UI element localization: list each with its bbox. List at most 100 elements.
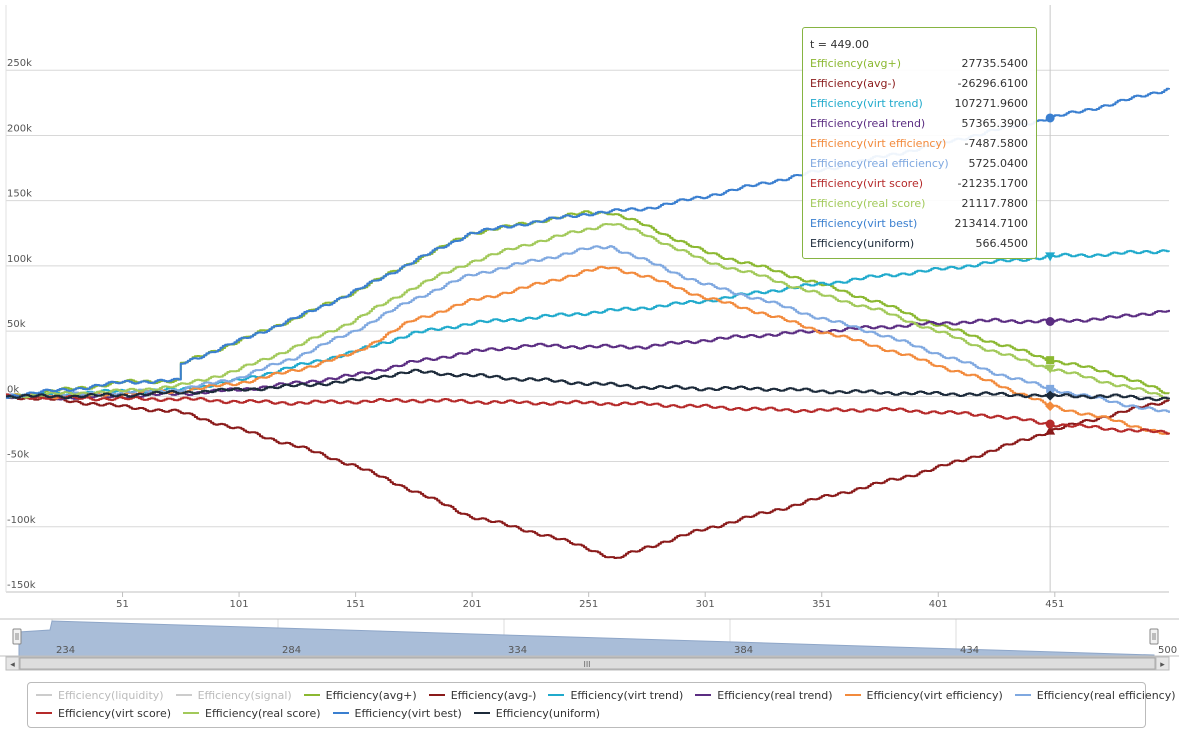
scroll-right-button[interactable]: ▸ — [1155, 656, 1170, 671]
hover-markers — [1045, 113, 1056, 435]
scroll-left-arrow-icon: ◂ — [10, 660, 15, 670]
scroll-thumb-grip-icon: III — [583, 660, 590, 669]
x-axis-tick-labels: 51 101 151 201 251 301 351 401 451 — [116, 592, 1064, 610]
tooltip-row-value: 5725.0400 — [968, 157, 1029, 170]
tooltip-row-value: 213414.7100 — [954, 217, 1028, 230]
navigator-tick-label: 284 — [282, 645, 301, 656]
x-tick-label: 351 — [812, 599, 831, 610]
tooltip-row-value: 27735.5400 — [961, 57, 1028, 70]
legend-line-icon — [36, 712, 52, 714]
tooltip-row-value: -21235.1700 — [957, 177, 1028, 190]
legend-item[interactable]: Efficiency(liquidity) — [36, 689, 164, 702]
tooltip-row-label: Efficiency(real trend) — [810, 117, 926, 130]
tooltip-row: Efficiency(avg+) 27735.5400 — [810, 54, 1028, 74]
y-tick-label: 50k — [7, 319, 26, 330]
navigator-left-handle[interactable] — [12, 628, 22, 645]
legend-item-label: Efficiency(real score) — [205, 706, 321, 720]
tooltip-row-label: Efficiency(virt score) — [810, 177, 924, 190]
y-tick-label: 100k — [7, 254, 32, 265]
tooltip-row: Efficiency(virt best) 213414.7100 — [810, 214, 1028, 234]
tooltip-row-label: Efficiency(avg-) — [810, 77, 896, 90]
legend-item[interactable]: Efficiency(real trend) — [695, 688, 833, 702]
legend-item-label: Efficiency(real trend) — [717, 688, 833, 702]
series-line — [6, 368, 1170, 402]
scroll-thumb[interactable] — [19, 657, 1156, 670]
y-tick-label: 250k — [7, 58, 32, 69]
y-tick-label: 0k — [7, 384, 19, 395]
legend-item[interactable]: Efficiency(virt best) — [332, 706, 462, 720]
legend-item-label: Efficiency(liquidity) — [58, 688, 164, 702]
y-axis-tick-labels: -150k -100k -50k 0k 50k 100k 150k 200k 250k — [7, 58, 36, 591]
tooltip-row-value: 21117.7800 — [961, 197, 1028, 210]
tooltip-row: Efficiency(uniform) 566.4500 — [810, 234, 1028, 254]
navigator-tick-label: 384 — [734, 645, 753, 656]
legend-line-icon — [332, 712, 349, 714]
series-marker — [1045, 364, 1056, 374]
legend-item-label: Efficiency(virt efficiency) — [866, 688, 1003, 702]
y-tick-label: -150k — [7, 580, 36, 591]
navigator-right-handle[interactable] — [1149, 628, 1159, 645]
legend-line-icon — [183, 712, 200, 714]
x-tick-label: 401 — [929, 599, 948, 610]
series-line — [6, 393, 1170, 435]
legend-item-label: Efficiency(avg+) — [325, 688, 417, 702]
y-tick-label: -100k — [7, 515, 36, 526]
legend-item-label: Efficiency(real efficiency) — [1036, 688, 1176, 702]
legend-item[interactable]: Efficiency(uniform) — [473, 706, 600, 720]
legend-line-icon — [175, 694, 192, 696]
y-tick-label: 200k — [7, 123, 32, 134]
tooltip-row: Efficiency(real trend) 57365.3900 — [810, 114, 1028, 134]
tooltip-row-label: Efficiency(avg+) — [810, 57, 902, 70]
legend-item-label: Efficiency(uniform) — [495, 706, 600, 720]
legend-item[interactable]: Efficiency(avg-) — [428, 689, 536, 702]
legend-item-label: Efficiency(virt best) — [354, 706, 462, 720]
series-line — [6, 395, 1170, 559]
series-marker — [1045, 252, 1056, 262]
x-tick-label: 201 — [463, 599, 482, 610]
tooltip-row-value: -26296.6100 — [957, 77, 1028, 90]
navigator-tick-label: 500 — [1158, 645, 1177, 656]
tooltip-row: Efficiency(virt efficiency) -7487.5800 — [810, 134, 1028, 154]
range-navigator[interactable]: 234 284 334 384 434 500 ◂ III ▸ — [0, 618, 1179, 671]
series-lines[interactable] — [6, 87, 1170, 559]
legend-item[interactable]: Efficiency(virt trend) — [548, 689, 683, 702]
series-line — [6, 265, 1170, 435]
legend-line-icon — [1014, 694, 1031, 696]
legend-item-label: Efficiency(signal) — [197, 688, 292, 702]
series-marker — [1045, 425, 1056, 435]
legend-item-label: Efficiency(virt score) — [58, 706, 172, 720]
tooltip-row: Efficiency(avg-) -26296.6100 — [810, 74, 1028, 94]
legend-line-icon — [303, 694, 320, 696]
tooltip-row: Efficiency(real score) 21117.7800 — [810, 194, 1028, 214]
legend-item[interactable]: Efficiency(real efficiency) — [1014, 688, 1176, 702]
x-tick-label: 451 — [1045, 599, 1064, 610]
legend-item[interactable]: Efficiency(real score) — [183, 706, 321, 720]
scrollbar[interactable]: ◂ III ▸ — [5, 656, 1170, 671]
x-tick-label: 51 — [116, 599, 129, 610]
chart-legend: Efficiency(liquidity) Efficiency(signal) E… — [27, 682, 1176, 728]
tooltip-header: t = 449.00 — [810, 38, 870, 51]
legend-line-icon — [695, 694, 712, 696]
tooltip-row-label: Efficiency(virt efficiency) — [810, 137, 947, 150]
tooltip-row-value: -7487.5800 — [964, 137, 1028, 150]
legend-item[interactable]: Efficiency(avg+) — [303, 688, 417, 702]
series-line — [6, 210, 1170, 398]
y-tick-label: 150k — [7, 189, 32, 200]
hover-tooltip: t = 449.00 Efficiency(avg+) 27735.5400 Eff… — [802, 27, 1037, 259]
legend-line-icon — [473, 712, 490, 714]
tooltip-row: Efficiency(virt score) -21235.1700 — [810, 174, 1028, 194]
tooltip-row-label: Efficiency(virt best) — [810, 217, 918, 230]
legend-item[interactable]: Efficiency(virt efficiency) — [844, 688, 1003, 702]
x-tick-label: 101 — [230, 599, 249, 610]
legend-item[interactable]: Efficiency(virt score) — [36, 707, 171, 720]
legend-row: Efficiency(liquidity) Efficiency(signal) E… — [36, 686, 1176, 704]
legend-item[interactable]: Efficiency(signal) — [175, 688, 292, 702]
legend-line-icon — [844, 694, 861, 696]
navigator-tick-label: 234 — [56, 645, 75, 656]
tooltip-row-value: 107271.9600 — [954, 97, 1028, 110]
scroll-left-button[interactable]: ◂ — [5, 656, 20, 671]
series-line — [6, 309, 1170, 401]
series-marker — [1045, 113, 1055, 123]
tooltip-row-label: Efficiency(real efficiency) — [810, 157, 949, 170]
series-marker — [1045, 419, 1055, 429]
